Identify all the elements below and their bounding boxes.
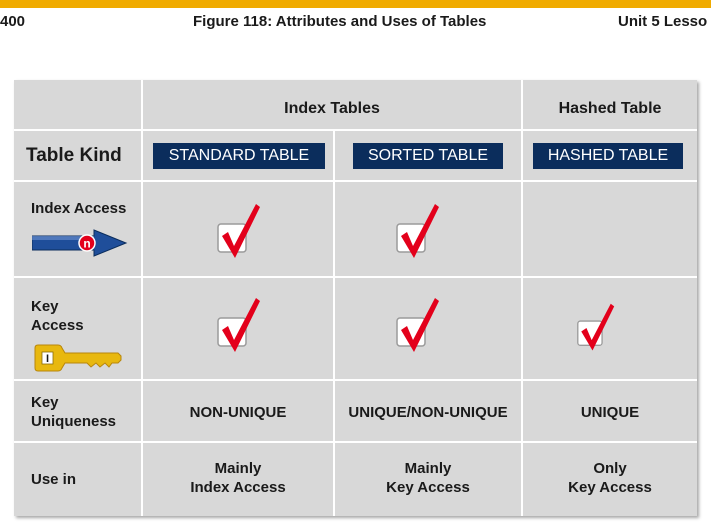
index-arrow-letter: n bbox=[83, 237, 90, 251]
row-divider bbox=[14, 379, 697, 381]
key-icon: I bbox=[34, 344, 122, 372]
row-divider bbox=[14, 129, 697, 131]
use-in-hashed-line1: Only bbox=[593, 460, 627, 477]
uniqueness-standard: NON-UNIQUE bbox=[189, 404, 287, 421]
key-uniqueness-line1: Key bbox=[31, 394, 59, 411]
col-divider bbox=[521, 80, 523, 516]
key-access-line2: Access bbox=[31, 317, 84, 334]
page-number: 400 bbox=[0, 13, 26, 30]
use-in-standard-line1: Mainly bbox=[214, 460, 262, 477]
check-icon bbox=[577, 303, 615, 351]
row-label-key-access: Key Access bbox=[31, 297, 84, 335]
key-uniqueness-line2: Uniqueness bbox=[31, 413, 117, 430]
col-divider bbox=[333, 130, 335, 516]
kind-sorted-table: SORTED TABLE bbox=[353, 143, 503, 169]
index-arrow-icon: n bbox=[32, 229, 128, 257]
use-in-sorted: Mainly Key Access bbox=[335, 459, 521, 497]
row-label-index-access: Index Access bbox=[31, 200, 127, 217]
check-icon bbox=[217, 204, 260, 258]
check-icon bbox=[217, 298, 260, 352]
key-access-line1: Key bbox=[31, 298, 59, 315]
use-in-sorted-line2: Key Access bbox=[386, 479, 470, 496]
check-icon bbox=[396, 204, 439, 258]
row-label-use-in: Use in bbox=[31, 471, 77, 488]
check-icon bbox=[396, 298, 439, 352]
use-in-standard: Mainly Index Access bbox=[143, 459, 333, 497]
use-in-sorted-line1: Mainly bbox=[404, 460, 452, 477]
row-label-key-uniqueness: Key Uniqueness bbox=[31, 393, 116, 431]
row-divider bbox=[14, 180, 697, 182]
header-hashed-table: Hashed Table bbox=[558, 100, 662, 117]
row-divider bbox=[14, 441, 697, 443]
col-divider bbox=[141, 80, 143, 516]
key-icon-glyph: I bbox=[46, 353, 49, 365]
row-divider bbox=[14, 276, 697, 278]
uniqueness-hashed: UNIQUE bbox=[580, 404, 640, 421]
figure-title: Figure 118: Attributes and Uses of Table… bbox=[193, 13, 487, 30]
use-in-hashed: Only Key Access bbox=[523, 459, 697, 497]
use-in-standard-line2: Index Access bbox=[190, 479, 286, 496]
kind-standard-table: STANDARD TABLE bbox=[153, 143, 325, 169]
accent-bar bbox=[0, 0, 711, 8]
use-in-hashed-line2: Key Access bbox=[568, 479, 652, 496]
kind-hashed-table: HASHED TABLE bbox=[533, 143, 683, 169]
table-attributes-grid: Index Tables Hashed Table Table Kind STA… bbox=[14, 80, 697, 516]
uniqueness-sorted: UNIQUE/NON-UNIQUE bbox=[348, 404, 508, 421]
unit-label: Unit 5 Lesso bbox=[618, 13, 708, 30]
row-label-table-kind: Table Kind bbox=[26, 145, 122, 166]
header-index-tables: Index Tables bbox=[284, 100, 380, 117]
